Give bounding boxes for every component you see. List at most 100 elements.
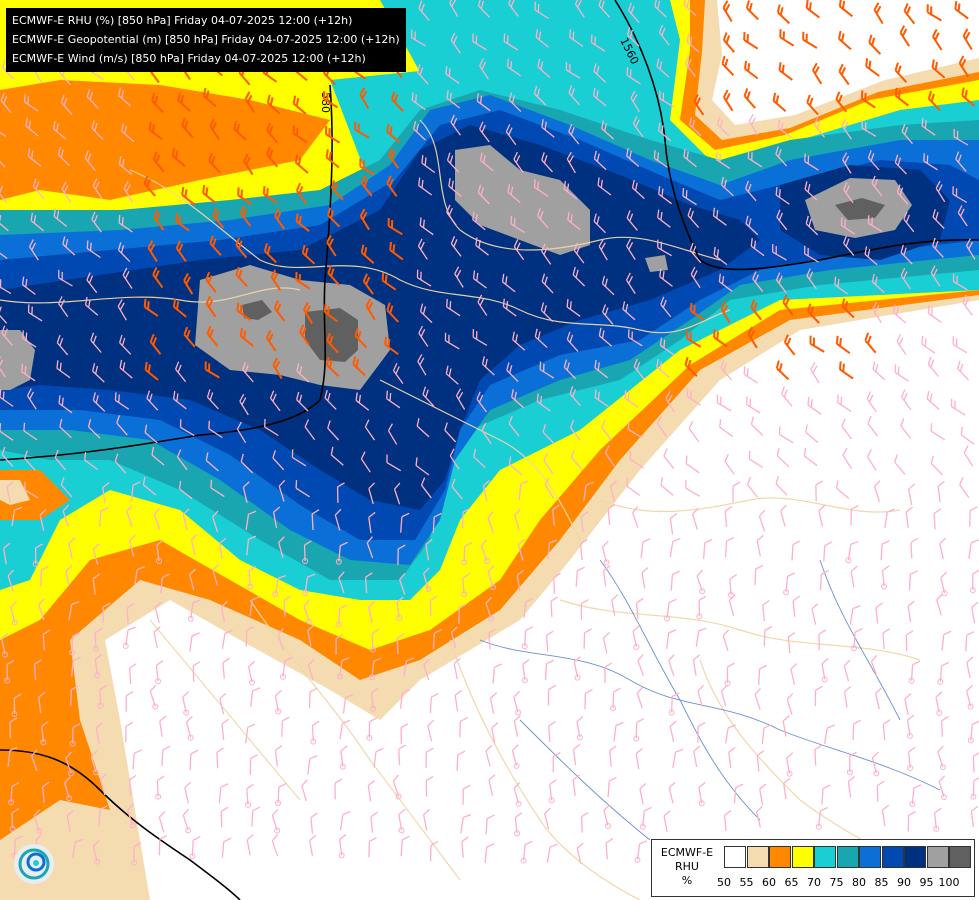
wind-barb <box>459 717 468 738</box>
wind-barb <box>0 126 7 137</box>
wind-barb <box>689 242 702 264</box>
wind-barb <box>845 540 859 564</box>
wind-barb <box>683 0 697 16</box>
wind-barb <box>940 715 949 737</box>
wind-barb <box>119 359 133 379</box>
wind-barb <box>151 446 165 466</box>
wind-barb <box>147 240 158 262</box>
wind-barb <box>663 448 675 470</box>
wind-barb <box>932 28 943 51</box>
wind-barb <box>514 508 521 531</box>
legend-swatch <box>791 846 814 868</box>
wind-barb <box>657 122 672 142</box>
wind-barb <box>756 750 765 772</box>
wind-barb <box>544 659 554 680</box>
wind-barb <box>783 777 791 800</box>
wind-barb <box>634 840 648 863</box>
wind-barb <box>446 90 461 109</box>
wind-barb <box>220 600 228 623</box>
wind-barb <box>894 62 908 83</box>
wind-barb <box>722 629 730 652</box>
wind-barb <box>485 814 495 835</box>
wind-barb <box>244 91 256 114</box>
wind-barb <box>722 89 734 112</box>
wind-barb <box>354 121 370 139</box>
wind-barb <box>627 421 643 439</box>
legend-tick-label: 60 <box>762 876 776 889</box>
wind-barb <box>903 3 916 25</box>
wind-barb <box>778 426 794 444</box>
wind-barb <box>569 385 581 407</box>
wind-barb <box>842 152 852 174</box>
wind-barb <box>960 426 975 445</box>
wind-barb <box>92 392 106 412</box>
wind-barb <box>547 539 557 560</box>
wind-barb <box>422 567 432 592</box>
wind-barb <box>938 775 947 800</box>
wind-barb <box>814 685 823 707</box>
wind-barb <box>781 386 793 407</box>
wind-barb <box>593 213 606 234</box>
wind-barb <box>462 784 471 806</box>
wind-barb <box>246 535 257 556</box>
wind-barb <box>851 628 863 652</box>
wind-barb <box>359 87 370 110</box>
wind-barb <box>685 480 701 497</box>
wind-barb <box>639 782 647 805</box>
wind-barb <box>189 835 201 860</box>
wind-barb <box>716 116 730 137</box>
wind-barb <box>97 684 108 709</box>
wind-barb <box>322 90 339 109</box>
wind-barb <box>242 481 250 503</box>
wind-barb <box>295 213 310 232</box>
wind-barb <box>476 93 491 112</box>
wind-barb <box>272 450 285 471</box>
wind-barb <box>908 483 916 506</box>
wind-barb <box>70 685 79 706</box>
wind-barb <box>291 449 307 467</box>
wind-barb <box>842 182 854 203</box>
wind-barb <box>592 87 607 107</box>
wind-barb <box>775 272 787 294</box>
wind-barb <box>418 325 429 347</box>
wind-barb <box>216 747 224 769</box>
wind-barb <box>601 275 615 296</box>
wind-barb <box>192 660 201 682</box>
wind-barb <box>688 421 700 442</box>
wind-barb <box>834 276 849 295</box>
wind-barb <box>906 714 915 739</box>
wind-barb <box>868 34 882 55</box>
wind-barb <box>411 92 426 111</box>
wind-barb <box>189 749 199 771</box>
wind-barb <box>339 745 348 770</box>
wind-barb <box>114 453 127 474</box>
wind-barb <box>181 186 196 206</box>
wind-barb <box>626 148 640 167</box>
wind-barb <box>116 415 128 436</box>
wind-barb <box>294 154 309 174</box>
wind-barb <box>125 691 134 712</box>
wind-barb <box>275 782 287 806</box>
wind-barb <box>24 450 36 471</box>
wind-barb <box>278 536 285 559</box>
wind-barb <box>450 32 461 54</box>
wind-barb <box>926 4 942 22</box>
wind-barb <box>580 599 589 620</box>
wind-barb <box>31 749 38 772</box>
wind-barb <box>417 354 427 376</box>
wind-barb <box>804 153 819 171</box>
legend-swatch <box>949 846 971 868</box>
wind-barb <box>302 540 312 564</box>
wind-barb <box>763 626 773 647</box>
wind-barb <box>183 326 196 348</box>
wind-barb <box>573 656 581 681</box>
wind-barb <box>903 211 915 233</box>
wind-barb <box>185 716 194 741</box>
wind-barb <box>364 572 373 594</box>
wind-barb <box>506 58 522 77</box>
wind-barb <box>622 301 636 321</box>
wind-barb <box>308 687 318 708</box>
wind-barb <box>881 565 890 590</box>
wind-barb <box>873 480 881 502</box>
wind-barb <box>747 326 758 349</box>
